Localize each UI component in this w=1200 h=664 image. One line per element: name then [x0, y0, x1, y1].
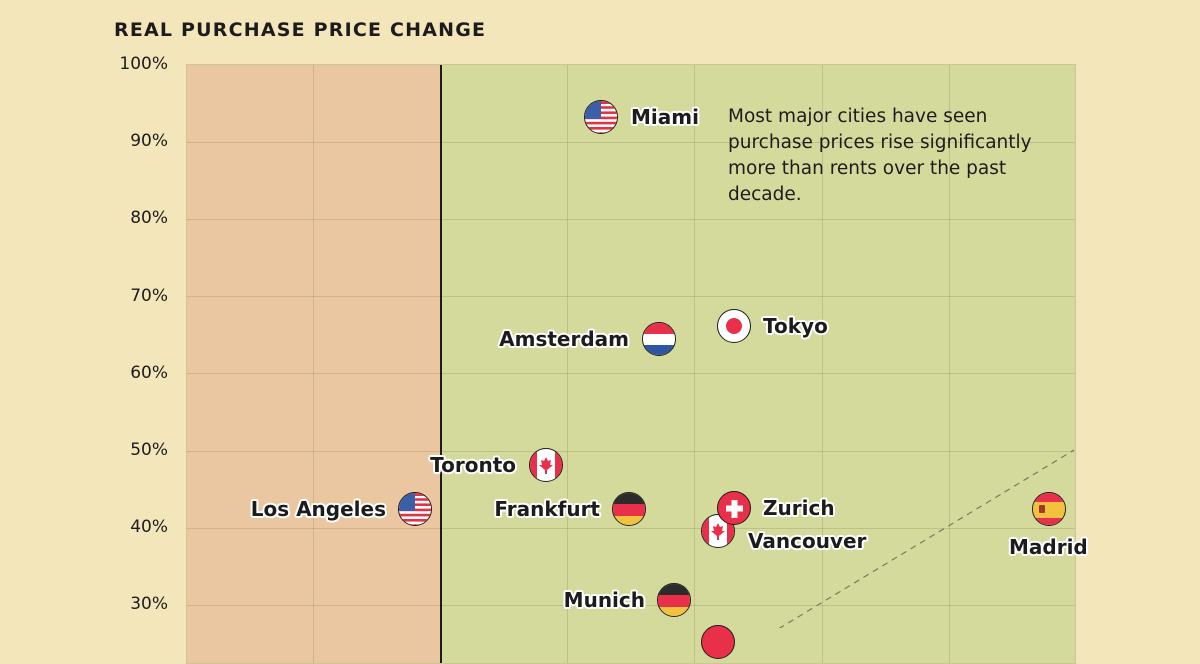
city-label-tokyo: Tokyo [763, 314, 828, 338]
y-tick-70: 70% [130, 286, 168, 306]
plot-area [186, 64, 1076, 664]
us-flag-icon [584, 100, 618, 134]
y-tick-90: 90% [130, 131, 168, 151]
gridline [694, 65, 695, 663]
y-tick-80: 80% [130, 208, 168, 228]
canada-flag-icon [701, 514, 735, 548]
zero-line [440, 65, 442, 663]
y-tick-50: 50% [130, 440, 168, 460]
gridline [822, 65, 823, 663]
annotation-text: Most major cities have seen purchase pri… [728, 106, 1032, 205]
gridline [313, 65, 314, 663]
y-tick-40: 40% [130, 517, 168, 537]
city-label-zurich: Zurich [763, 496, 835, 520]
gridline [187, 219, 1075, 220]
us-flag-icon [398, 492, 432, 526]
gridline [187, 142, 1075, 143]
gridline [949, 65, 950, 663]
parity-dashed-line [778, 449, 1075, 628]
germany-flag-icon [612, 492, 646, 526]
netherlands-flag-icon [642, 322, 676, 356]
city-label-frankfurt: Frankfurt [494, 497, 600, 521]
germany-flag-icon [657, 583, 691, 617]
canada-flag-icon [529, 448, 563, 482]
negative-rent-region [187, 65, 440, 663]
flag-icon-cut-off [701, 625, 735, 659]
city-label-toronto: Toronto [430, 453, 516, 477]
city-label-amsterdam: Amsterdam [499, 327, 629, 351]
gridline [187, 296, 1075, 297]
y-tick-30: 30% [130, 594, 168, 614]
spain-flag-icon [1032, 492, 1066, 526]
gridline [187, 528, 1075, 529]
japan-flag-icon [717, 309, 751, 343]
switzerland-flag-icon [717, 491, 751, 525]
chart-title: REAL PURCHASE PRICE CHANGE [114, 19, 487, 41]
gridline [187, 373, 1075, 374]
gridline [187, 451, 1075, 452]
gridline [567, 65, 568, 663]
city-label-los-angeles: Los Angeles [250, 497, 386, 521]
city-label-vancouver: Vancouver [748, 529, 867, 553]
city-label-miami: Miami [631, 105, 699, 129]
city-label-madrid: Madrid [1009, 535, 1088, 559]
gridline [187, 605, 1075, 606]
y-tick-100: 100% [119, 54, 168, 74]
y-tick-60: 60% [130, 363, 168, 383]
city-label-munich: Munich [563, 588, 645, 612]
